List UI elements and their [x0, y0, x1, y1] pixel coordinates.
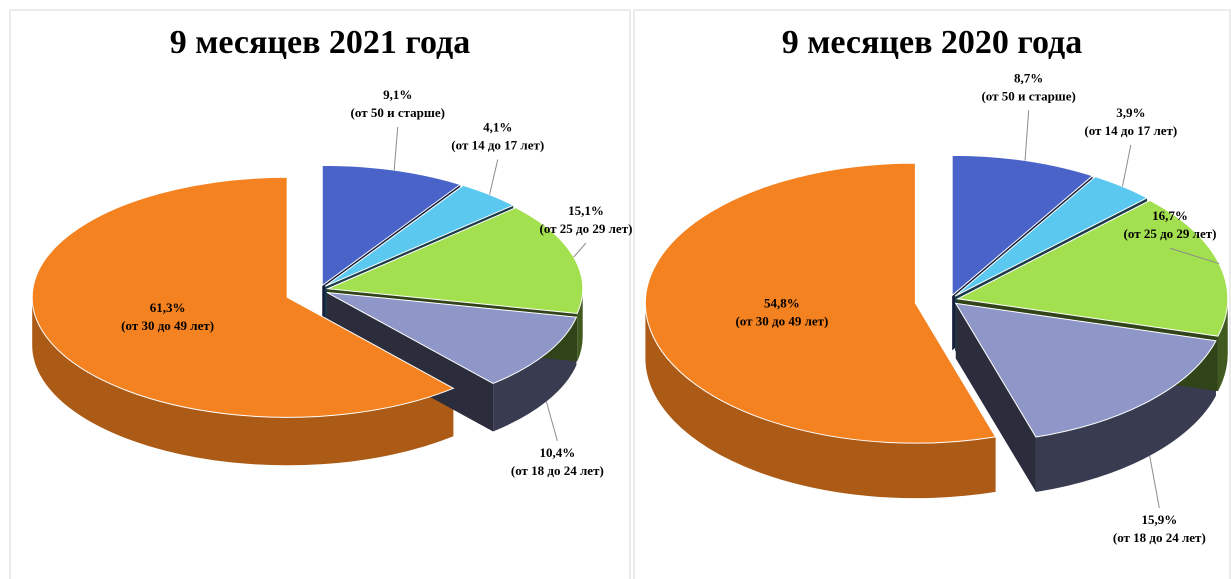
leader-line [393, 126, 399, 171]
slice-side [645, 303, 996, 499]
slice [325, 207, 584, 314]
slice [954, 176, 1149, 297]
data-label: 15,1% [568, 203, 604, 218]
category-label: (от 50 и старше) [351, 105, 445, 120]
leader-line [1024, 110, 1030, 161]
leader-line [489, 159, 499, 195]
chart-title: 9 месяцев 2021 года [170, 24, 471, 61]
slice-face [955, 303, 1036, 493]
slice [321, 164, 462, 287]
category-label: (от 25 до 29 лет) [540, 221, 633, 236]
slice [951, 154, 1094, 297]
data-label: 61,3% [150, 300, 186, 315]
category-label: (от 30 до 49 лет) [735, 314, 828, 329]
slice-side [577, 288, 583, 362]
data-label: 8,7% [1014, 70, 1043, 85]
slice-side [1217, 298, 1228, 392]
data-label: 16,7% [1152, 208, 1188, 223]
slice-side [32, 297, 454, 466]
leader-line [1169, 247, 1220, 265]
slice-side [1035, 340, 1216, 493]
data-label: 15,9% [1141, 512, 1177, 527]
panel [633, 9, 1231, 579]
data-label: 3,9% [1116, 105, 1145, 120]
category-label: (от 30 до 49 лет) [121, 318, 214, 333]
category-label: (от 25 до 29 лет) [1124, 226, 1217, 241]
leader-line [545, 401, 558, 442]
data-label: 10,4% [539, 445, 575, 460]
category-label: (от 14 до 17 лет) [451, 137, 544, 152]
data-label: 4,1% [483, 119, 512, 134]
category-label: (от 50 и старше) [981, 88, 1075, 103]
leader-line [1149, 455, 1160, 508]
category-label: (от 18 до 24 лет) [1113, 530, 1206, 545]
slice [644, 162, 997, 444]
chart-title: 9 месяцев 2020 года [782, 24, 1083, 61]
data-label: 9,1% [383, 87, 412, 102]
data-label: 54,8% [764, 296, 800, 311]
slice [324, 184, 515, 287]
slice [954, 302, 1217, 438]
slice [31, 176, 455, 418]
slice [326, 291, 578, 384]
leader-line [1121, 144, 1132, 187]
leader-line [573, 242, 587, 258]
category-label: (от 18 до 24 лет) [511, 463, 604, 478]
slice-face [326, 292, 494, 432]
panel [9, 9, 631, 579]
category-label: (от 14 до 17 лет) [1084, 123, 1177, 138]
